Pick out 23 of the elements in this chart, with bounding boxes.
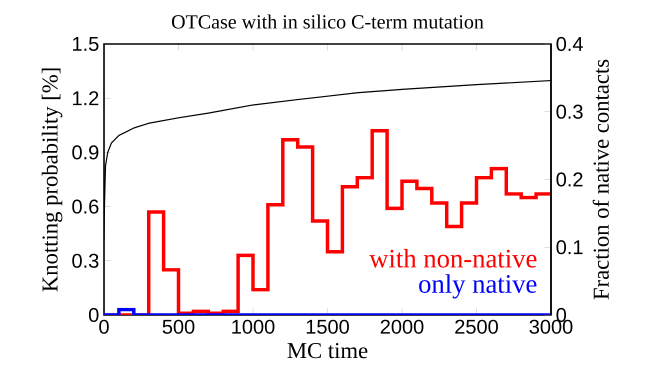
y-tick-label: 1.5 xyxy=(73,37,98,51)
x-tick-label: 2500 xyxy=(455,320,498,334)
y-tick-label: 0.3 xyxy=(72,254,98,268)
x-tick-label: 2000 xyxy=(380,320,424,334)
x-axis-title: MC time xyxy=(288,343,368,358)
y-tick-label: 0.6 xyxy=(72,200,98,214)
y2-tick-label: 0.1 xyxy=(556,240,583,254)
series-label: with non-native xyxy=(369,248,536,268)
y2-tick-label: 0.2 xyxy=(556,172,583,187)
x-tick-label: 1500 xyxy=(306,320,349,334)
x-tick-label: 1000 xyxy=(232,320,274,334)
x-tick-label: 3000 xyxy=(530,320,572,334)
series-label: only native xyxy=(419,274,536,298)
x-tick-label: 500 xyxy=(162,320,194,334)
y-tick-label: 0 xyxy=(88,308,99,322)
y-tick-label: 1.2 xyxy=(73,91,98,106)
y2-tick-label: 0.4 xyxy=(556,36,583,52)
chart-title: OTCase with in silico C-term mutation xyxy=(172,14,484,29)
y-tick-label: 0.9 xyxy=(72,145,98,160)
x-tick-label: 0 xyxy=(99,320,109,334)
y2-tick-label: 0.3 xyxy=(556,104,583,119)
y-axis-title: Knotting probability [%] xyxy=(42,68,62,292)
y2-axis-title: Fraction of native contacts xyxy=(592,60,609,300)
